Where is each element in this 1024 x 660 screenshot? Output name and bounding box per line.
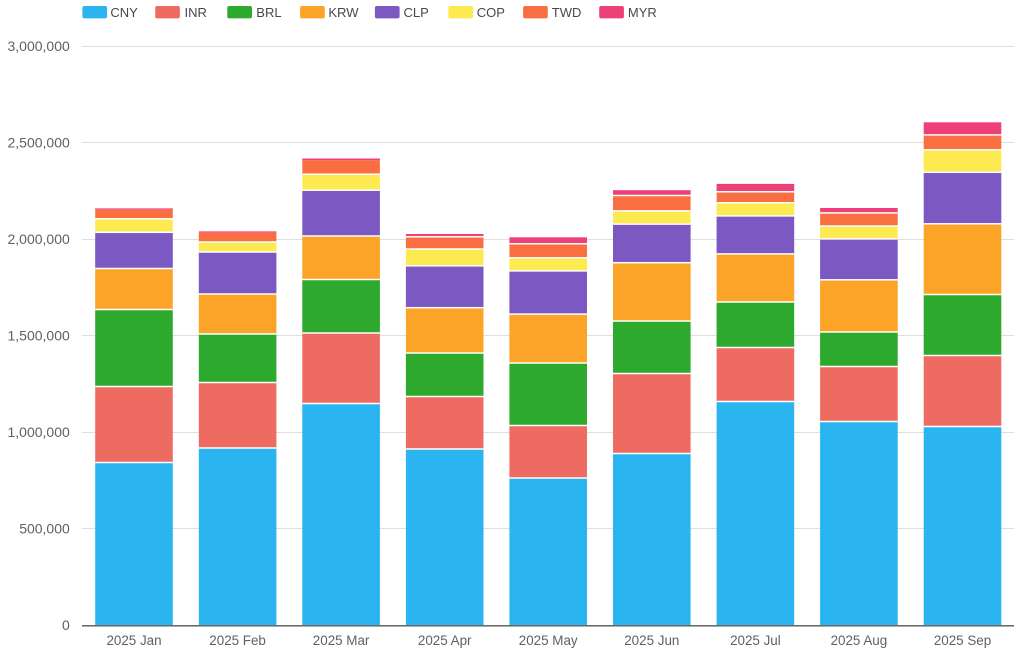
svg-text:2025 Jun: 2025 Jun	[624, 633, 679, 648]
svg-text:MYR: MYR	[628, 5, 657, 20]
svg-text:2,500,000: 2,500,000	[8, 134, 70, 150]
svg-text:1,000,000: 1,000,000	[8, 424, 70, 440]
svg-text:500,000: 500,000	[19, 520, 70, 536]
svg-text:2,000,000: 2,000,000	[8, 231, 70, 247]
svg-text:2025 Sep: 2025 Sep	[934, 633, 991, 648]
svg-text:2025 Jul: 2025 Jul	[730, 633, 781, 648]
svg-text:INR: INR	[185, 5, 207, 20]
svg-text:2025 Mar: 2025 Mar	[313, 633, 370, 648]
svg-text:COP: COP	[477, 5, 505, 20]
svg-text:BRL: BRL	[256, 5, 281, 20]
svg-text:1,500,000: 1,500,000	[8, 327, 70, 343]
svg-text:0: 0	[62, 617, 70, 633]
svg-text:CNY: CNY	[110, 5, 138, 20]
svg-text:TWD: TWD	[552, 5, 582, 20]
svg-text:2025 Apr: 2025 Apr	[418, 633, 472, 648]
svg-text:2025 Feb: 2025 Feb	[209, 633, 266, 648]
svg-text:2025 Jan: 2025 Jan	[106, 633, 161, 648]
svg-text:CLP: CLP	[404, 5, 429, 20]
svg-text:2025 May: 2025 May	[519, 633, 578, 648]
svg-text:3,000,000: 3,000,000	[8, 38, 70, 54]
svg-text:2025 Aug: 2025 Aug	[831, 633, 888, 648]
svg-text:KRW: KRW	[328, 5, 359, 20]
